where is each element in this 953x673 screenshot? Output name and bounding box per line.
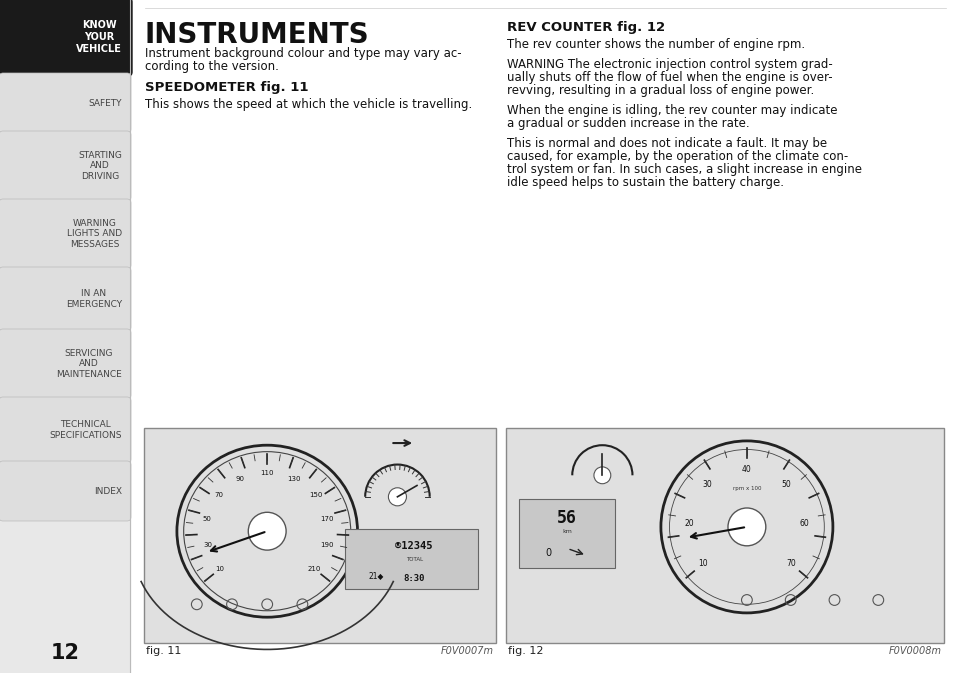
Text: The rev counter shows the number of engine rpm.: The rev counter shows the number of engi… [506,38,804,51]
Text: 10: 10 [215,566,224,572]
FancyBboxPatch shape [0,329,131,399]
Text: 110: 110 [260,470,274,476]
Text: 190: 190 [319,542,334,548]
Text: STARTING
AND
DRIVING: STARTING AND DRIVING [78,151,122,181]
Text: 210: 210 [307,566,320,572]
Text: 130: 130 [287,476,300,482]
Text: WARNING
LIGHTS AND
MESSAGES: WARNING LIGHTS AND MESSAGES [67,219,122,249]
Text: 10: 10 [698,559,707,569]
Text: 30: 30 [203,542,212,548]
FancyBboxPatch shape [0,199,131,269]
Text: SERVICING
AND
MAINTENANCE: SERVICING AND MAINTENANCE [56,349,122,379]
Text: 12: 12 [51,643,79,663]
Text: 21◆: 21◆ [368,571,384,581]
Text: TECHNICAL
SPECIFICATIONS: TECHNICAL SPECIFICATIONS [50,421,122,439]
Text: KNOW
YOUR
VEHICLE: KNOW YOUR VEHICLE [76,20,122,54]
Text: 30: 30 [701,481,712,489]
Text: fig. 12: fig. 12 [507,646,543,656]
Text: 50: 50 [202,516,212,522]
FancyBboxPatch shape [0,397,131,463]
Circle shape [248,512,286,550]
Text: trol system or fan. In such cases, a slight increase in engine: trol system or fan. In such cases, a sli… [506,163,862,176]
Text: SAFETY: SAFETY [89,98,122,108]
Text: 56: 56 [557,509,577,527]
Circle shape [727,508,765,546]
Text: 20: 20 [684,519,694,528]
Text: idle speed helps to sustain the battery charge.: idle speed helps to sustain the battery … [506,176,783,189]
Text: REV COUNTER fig. 12: REV COUNTER fig. 12 [506,21,664,34]
Text: TOTAL: TOTAL [405,557,422,562]
Text: WARNING The electronic injection control system grad-: WARNING The electronic injection control… [506,58,832,71]
Text: 60: 60 [799,519,808,528]
Text: fig. 11: fig. 11 [146,646,181,656]
Text: This shows the speed at which the vehicle is travelling.: This shows the speed at which the vehicl… [145,98,472,111]
Text: 8:30: 8:30 [403,574,424,583]
Text: a gradual or sudden increase in the rate.: a gradual or sudden increase in the rate… [506,117,749,130]
Text: caused, for example, by the operation of the climate con-: caused, for example, by the operation of… [506,150,847,163]
Text: 90: 90 [235,476,245,482]
Text: 70: 70 [214,492,223,498]
Text: revving, resulting in a gradual loss of engine power.: revving, resulting in a gradual loss of … [506,84,814,97]
Bar [505,428,943,643]
FancyBboxPatch shape [0,73,131,133]
Text: rpm x 100: rpm x 100 [732,486,760,491]
Text: F0V0008m: F0V0008m [888,646,941,656]
Circle shape [388,488,406,506]
Text: SPEEDOMETER fig. 11: SPEEDOMETER fig. 11 [145,81,308,94]
Text: 150: 150 [309,492,322,498]
Bar [144,428,496,643]
Text: This is normal and does not indicate a fault. It may be: This is normal and does not indicate a f… [506,137,826,150]
Bar [518,499,615,568]
Text: INDEX: INDEX [94,487,122,495]
Text: 0: 0 [544,548,551,558]
Bar [344,529,477,590]
Bar [0,0,130,673]
Text: 50: 50 [781,481,790,489]
Text: INSTRUMENTS: INSTRUMENTS [145,21,369,49]
Text: ually shuts off the flow of fuel when the engine is over-: ually shuts off the flow of fuel when th… [506,71,832,84]
Text: ®12345: ®12345 [395,541,433,551]
FancyBboxPatch shape [0,131,131,201]
Text: F0V0007m: F0V0007m [440,646,494,656]
Text: km: km [561,530,572,534]
Text: IN AN
EMERGENCY: IN AN EMERGENCY [66,289,122,309]
Text: cording to the version.: cording to the version. [145,60,278,73]
Text: 170: 170 [320,516,334,522]
FancyBboxPatch shape [0,267,131,331]
Circle shape [594,467,610,484]
Text: 70: 70 [785,559,795,569]
Text: Instrument background colour and type may vary ac-: Instrument background colour and type ma… [145,47,461,60]
FancyBboxPatch shape [0,0,132,76]
FancyBboxPatch shape [0,461,131,521]
Text: When the engine is idling, the rev counter may indicate: When the engine is idling, the rev count… [506,104,837,117]
Text: 40: 40 [741,465,751,474]
